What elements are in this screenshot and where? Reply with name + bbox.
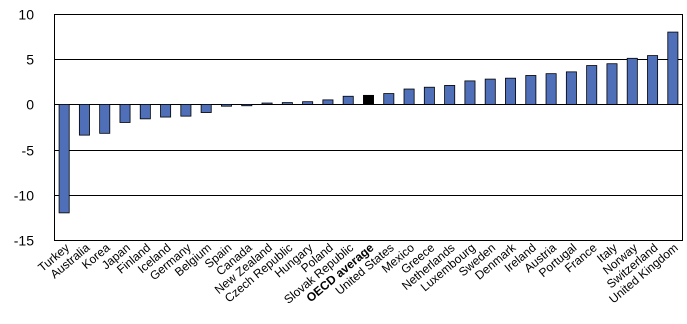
y-tick-label: -15 bbox=[14, 233, 34, 249]
bar bbox=[281, 102, 293, 105]
bar bbox=[322, 99, 334, 105]
bar bbox=[160, 104, 172, 118]
bar bbox=[180, 104, 192, 117]
bar bbox=[58, 104, 70, 214]
bar bbox=[363, 94, 374, 105]
bar bbox=[403, 88, 415, 105]
bar bbox=[261, 102, 273, 105]
bar bbox=[626, 57, 638, 105]
y-tick-label: -10 bbox=[14, 188, 34, 204]
bar bbox=[586, 65, 598, 105]
grid-lines bbox=[54, 59, 683, 196]
bars bbox=[58, 31, 679, 214]
bar bbox=[606, 63, 618, 105]
plot-border bbox=[54, 14, 683, 241]
bar bbox=[119, 104, 131, 123]
plot-frame bbox=[54, 14, 683, 241]
bar bbox=[139, 104, 151, 120]
bar bbox=[647, 55, 659, 105]
bar bbox=[444, 85, 456, 105]
y-tick-label: 10 bbox=[18, 7, 34, 23]
bar bbox=[383, 93, 395, 105]
y-tick-label: 0 bbox=[26, 97, 34, 113]
bar bbox=[565, 71, 577, 105]
y-axis-ticks: 10 5 0 -5 -10 -15 bbox=[14, 7, 34, 249]
bar bbox=[342, 95, 354, 105]
y-tick-label: 5 bbox=[26, 52, 34, 68]
bar bbox=[78, 104, 90, 136]
bar bbox=[302, 101, 314, 105]
bar bbox=[241, 104, 253, 107]
bar bbox=[99, 104, 111, 134]
bar bbox=[200, 104, 212, 113]
y-tick-label: -5 bbox=[22, 143, 35, 159]
bar bbox=[525, 75, 537, 105]
bar bbox=[220, 104, 232, 107]
x-axis-labels: TurkeyAustraliaKoreaJapanFinlandIcelandG… bbox=[35, 240, 680, 307]
bar bbox=[484, 78, 496, 105]
bar bbox=[505, 77, 517, 105]
bar bbox=[545, 73, 557, 105]
bar bbox=[423, 86, 435, 105]
bar bbox=[667, 31, 679, 105]
bar bbox=[464, 80, 476, 105]
